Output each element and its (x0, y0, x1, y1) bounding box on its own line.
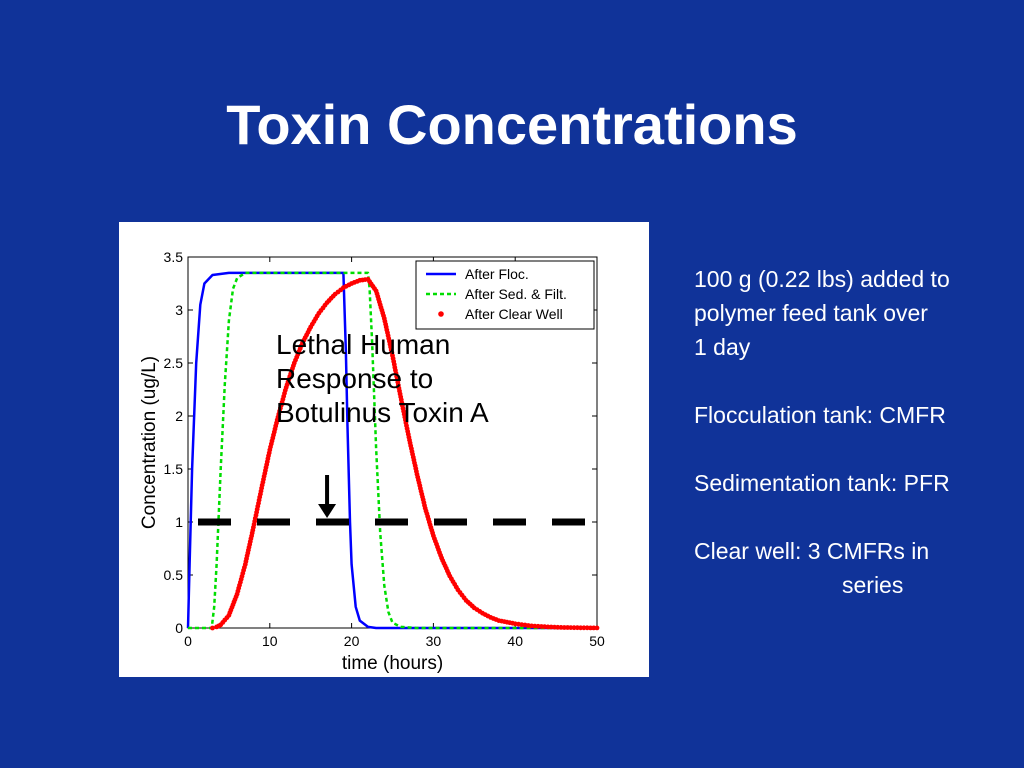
x-tick-label: 20 (344, 633, 360, 649)
legend-label: After Sed. & Filt. (465, 286, 567, 302)
legend-label: After Clear Well (465, 306, 563, 322)
slide-title: Toxin Concentrations (226, 93, 798, 156)
note-clear-well: Clear well: 3 CMFRs in (694, 538, 930, 564)
series-point-clear-well (571, 625, 577, 631)
note-line-2: polymer feed tank over (694, 300, 928, 326)
note-clear-well-cont: series (842, 572, 904, 598)
x-tick-label: 10 (262, 633, 278, 649)
lethal-response-annotation: Lethal Human Response to Botulinus Toxin… (276, 329, 489, 428)
series-line-after-sed-filt (188, 271, 597, 630)
x-tick-label: 40 (507, 633, 523, 649)
annotation-arrow-head (318, 504, 337, 518)
y-tick-label: 3.5 (164, 249, 184, 265)
chart-panel: 0 10 20 30 40 50 0 0.5 1 1.5 2 2.5 3 3.5 time (hours) C… (119, 222, 649, 677)
y-tick-label: 1.5 (164, 461, 184, 477)
y-tick-label: 0.5 (164, 567, 184, 583)
series-line-after-floc (186, 271, 597, 630)
y-tick-label: 0 (175, 620, 183, 636)
x-tick-label: 50 (589, 633, 605, 649)
concentration-chart: 0 10 20 30 40 50 0 0.5 1 1.5 2 2.5 3 3.5 time (hours) C… (139, 249, 605, 674)
note-flocculation: Flocculation tank: CMFR (694, 402, 946, 428)
note-line-3: 1 day (694, 334, 751, 360)
y-tick-label: 2.5 (164, 355, 184, 371)
y-tick-label: 2 (175, 408, 183, 424)
y-tick-label: 1 (175, 514, 183, 530)
x-tick-label: 0 (184, 633, 192, 649)
legend-marker-clear-well (438, 311, 444, 317)
legend-label: After Floc. (465, 266, 529, 282)
series-point-clear-well (210, 625, 215, 631)
x-axis-label: time (hours) (342, 653, 443, 674)
series-point-clear-well (561, 625, 567, 630)
x-tick-label: 30 (426, 633, 442, 649)
y-tick-label: 3 (175, 302, 183, 318)
y-axis-label: Concentration (ug/L) (139, 356, 160, 529)
series-point-clear-well (581, 625, 587, 631)
side-notes: 100 g (0.22 lbs) added to polymer feed t… (694, 262, 1014, 602)
series-point-clear-well (578, 625, 583, 631)
series-point-clear-well (591, 625, 597, 631)
note-line-1: 100 g (0.22 lbs) added to (694, 266, 950, 292)
legend-box (415, 260, 595, 330)
series-point-clear-well (594, 625, 600, 631)
note-sedimentation: Sedimentation tank: PFR (694, 470, 950, 496)
